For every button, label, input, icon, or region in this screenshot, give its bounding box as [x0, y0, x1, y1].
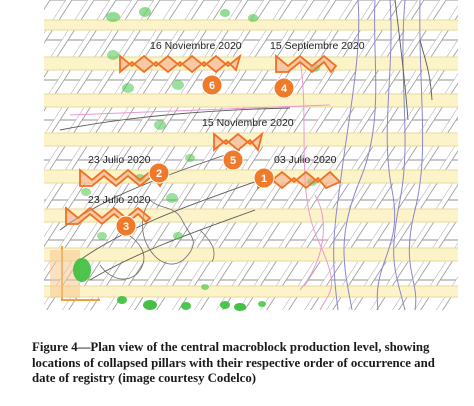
order-marker-1: 1: [253, 167, 275, 189]
svg-text:1: 1: [261, 173, 267, 185]
figure-caption: Figure 4—Plan view of the central macrob…: [32, 340, 435, 385]
order-marker-5: 5: [222, 149, 244, 171]
svg-text:6: 6: [209, 80, 215, 92]
order-markers: 6 4 5 2 1 3: [115, 74, 295, 237]
svg-text:2: 2: [156, 168, 162, 180]
collapse-marker-4: [275, 54, 338, 74]
structure-lines-pink: [69, 59, 333, 311]
event-date-4: 15 Septiembre 2020: [270, 40, 365, 52]
event-date-3: 23 Julio 2020: [88, 194, 151, 206]
order-marker-4: 4: [273, 77, 295, 99]
collapse-marker-2: [79, 168, 166, 188]
event-date-2: 23 Julio 2020: [88, 154, 151, 166]
collapse-marker-5: [213, 131, 264, 152]
event-date-5: 15 Noviembre 2020: [202, 117, 294, 129]
green-spots: [73, 7, 320, 311]
collapse-markers: [65, 53, 342, 226]
svg-text:4: 4: [281, 83, 288, 95]
contour-lines: [99, 199, 215, 280]
collapse-marker-1: [257, 170, 342, 190]
event-date-1: 03 Julio 2020: [274, 154, 337, 166]
event-date-6: 16 Noviembre 2020: [150, 40, 242, 52]
order-marker-6: 6: [201, 74, 223, 96]
svg-text:5: 5: [230, 155, 236, 167]
macroblock-plan-view: 16 Noviembre 2020 15 Septiembre 2020 15 …: [44, 0, 458, 311]
svg-text:3: 3: [123, 221, 129, 233]
collapse-marker-6: [119, 53, 242, 74]
order-marker-3: 3: [115, 215, 137, 237]
structure-lines-purple: [333, 0, 424, 311]
order-marker-2: 2: [148, 162, 170, 184]
